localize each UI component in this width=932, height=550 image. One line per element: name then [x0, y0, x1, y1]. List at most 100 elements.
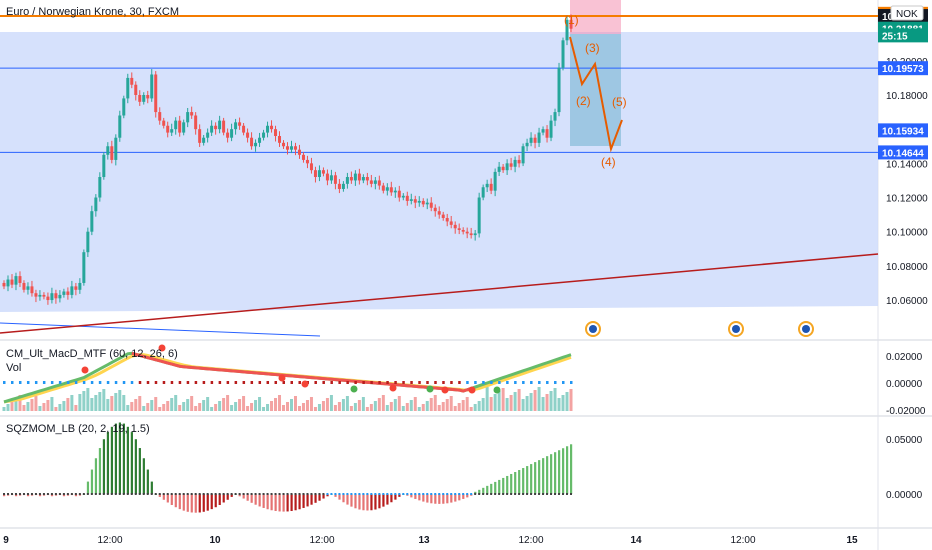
volume-bar [266, 404, 270, 411]
sqz-bar [510, 473, 513, 494]
sqz-bar [262, 494, 265, 508]
candle-body [6, 279, 10, 287]
price-tag [878, 145, 928, 160]
sqz-dot [478, 493, 481, 495]
macd-cross-dot [468, 386, 476, 394]
sqz-dot [318, 493, 321, 495]
volume-bar [541, 397, 545, 411]
sqz-bar [202, 494, 205, 512]
sqz-bar [338, 494, 341, 500]
sqz-dot [322, 493, 325, 495]
sqz-bar [270, 494, 273, 511]
sqz-dot [398, 493, 401, 495]
sqz-dot [386, 493, 389, 495]
macd-histogram [274, 381, 278, 384]
candle-body [170, 129, 174, 133]
time-tick-label: 12:00 [97, 535, 122, 546]
sqz-bar [86, 481, 90, 494]
sqz-bar [502, 477, 505, 494]
macd-histogram [298, 381, 301, 384]
volume-bar [10, 401, 14, 411]
sqz-dot [462, 493, 465, 495]
sqz-bar [450, 494, 453, 503]
macd-histogram [122, 381, 126, 384]
volume-bar [553, 388, 557, 411]
macd-histogram [514, 381, 517, 384]
wave-label: (4) [601, 155, 616, 169]
candle-body [106, 146, 110, 155]
candle-body [142, 94, 146, 102]
sqz-dot [366, 493, 369, 495]
volume-bar [469, 407, 473, 411]
candle-body [226, 132, 230, 138]
sqz-bar [214, 494, 217, 508]
time-axis[interactable]: 9 12:00 10 12:00 13 12:00 14 12:00 15 [3, 535, 858, 546]
price-tag [878, 28, 928, 43]
sqz-bar [430, 494, 433, 504]
volume-bar [218, 401, 222, 411]
candle-body [214, 125, 218, 130]
sqz-dot [90, 493, 93, 495]
sqz-bar [250, 494, 253, 503]
sqz-bar [206, 494, 209, 511]
candle-body [513, 159, 517, 167]
sqz-dot [274, 493, 277, 495]
macd-histogram [362, 381, 365, 384]
volume-bar [477, 401, 481, 411]
sqz-dot [534, 493, 537, 495]
volume-bar [154, 397, 158, 411]
sqz-dot [70, 493, 73, 495]
candle-body [493, 171, 497, 191]
volume-bar [305, 400, 309, 411]
currency-badge[interactable]: NOK [890, 5, 924, 21]
sqz-bar [38, 494, 42, 497]
sqz-bar [550, 454, 553, 494]
candle-body [102, 154, 106, 178]
sqz-bar [398, 494, 401, 497]
candle-body [274, 129, 278, 137]
sqz-bar [514, 472, 517, 494]
candle-body [325, 173, 329, 181]
candle-body [190, 112, 194, 116]
sqz-bar [378, 494, 381, 509]
macd-pane[interactable] [2, 344, 573, 412]
candle-body [437, 211, 441, 215]
volume-bar [301, 403, 305, 411]
sqz-bar [238, 494, 241, 497]
volume-bar [86, 388, 90, 411]
sqz-dot [154, 493, 157, 495]
volume-bar [202, 400, 206, 411]
sqz-dot [66, 493, 69, 495]
price-tick-label: 10.18000 [886, 91, 928, 102]
volume-bar [182, 402, 186, 411]
time-tick-label: 9 [3, 535, 9, 546]
macd-line-falling [131, 351, 472, 393]
sqz-dot [442, 493, 445, 495]
sqz-dot [18, 493, 21, 495]
sqz-bar [246, 494, 249, 501]
macd-histogram [210, 381, 214, 384]
sqz-bar [302, 494, 305, 508]
sqz-dot [162, 493, 165, 495]
sqz-dot [558, 493, 561, 495]
candle-body [90, 211, 94, 232]
sqz-dot [110, 493, 113, 495]
candle-body [533, 137, 537, 143]
macd-histogram [282, 381, 286, 384]
volume-bar [166, 401, 170, 411]
sqz-bar [126, 426, 129, 494]
sqz-pane[interactable] [3, 422, 573, 513]
sqz-dot [114, 493, 117, 495]
sqz-bar [446, 494, 449, 504]
sqz-dot [262, 493, 265, 495]
volume-bar [329, 395, 333, 411]
sqz-bar [26, 494, 30, 497]
wave-label: (1) [564, 13, 579, 27]
volume-bar [26, 402, 30, 411]
sqz-bar [278, 494, 281, 512]
volume-bar [509, 395, 513, 411]
sqz-dot [150, 493, 153, 495]
candle-body [417, 200, 421, 203]
